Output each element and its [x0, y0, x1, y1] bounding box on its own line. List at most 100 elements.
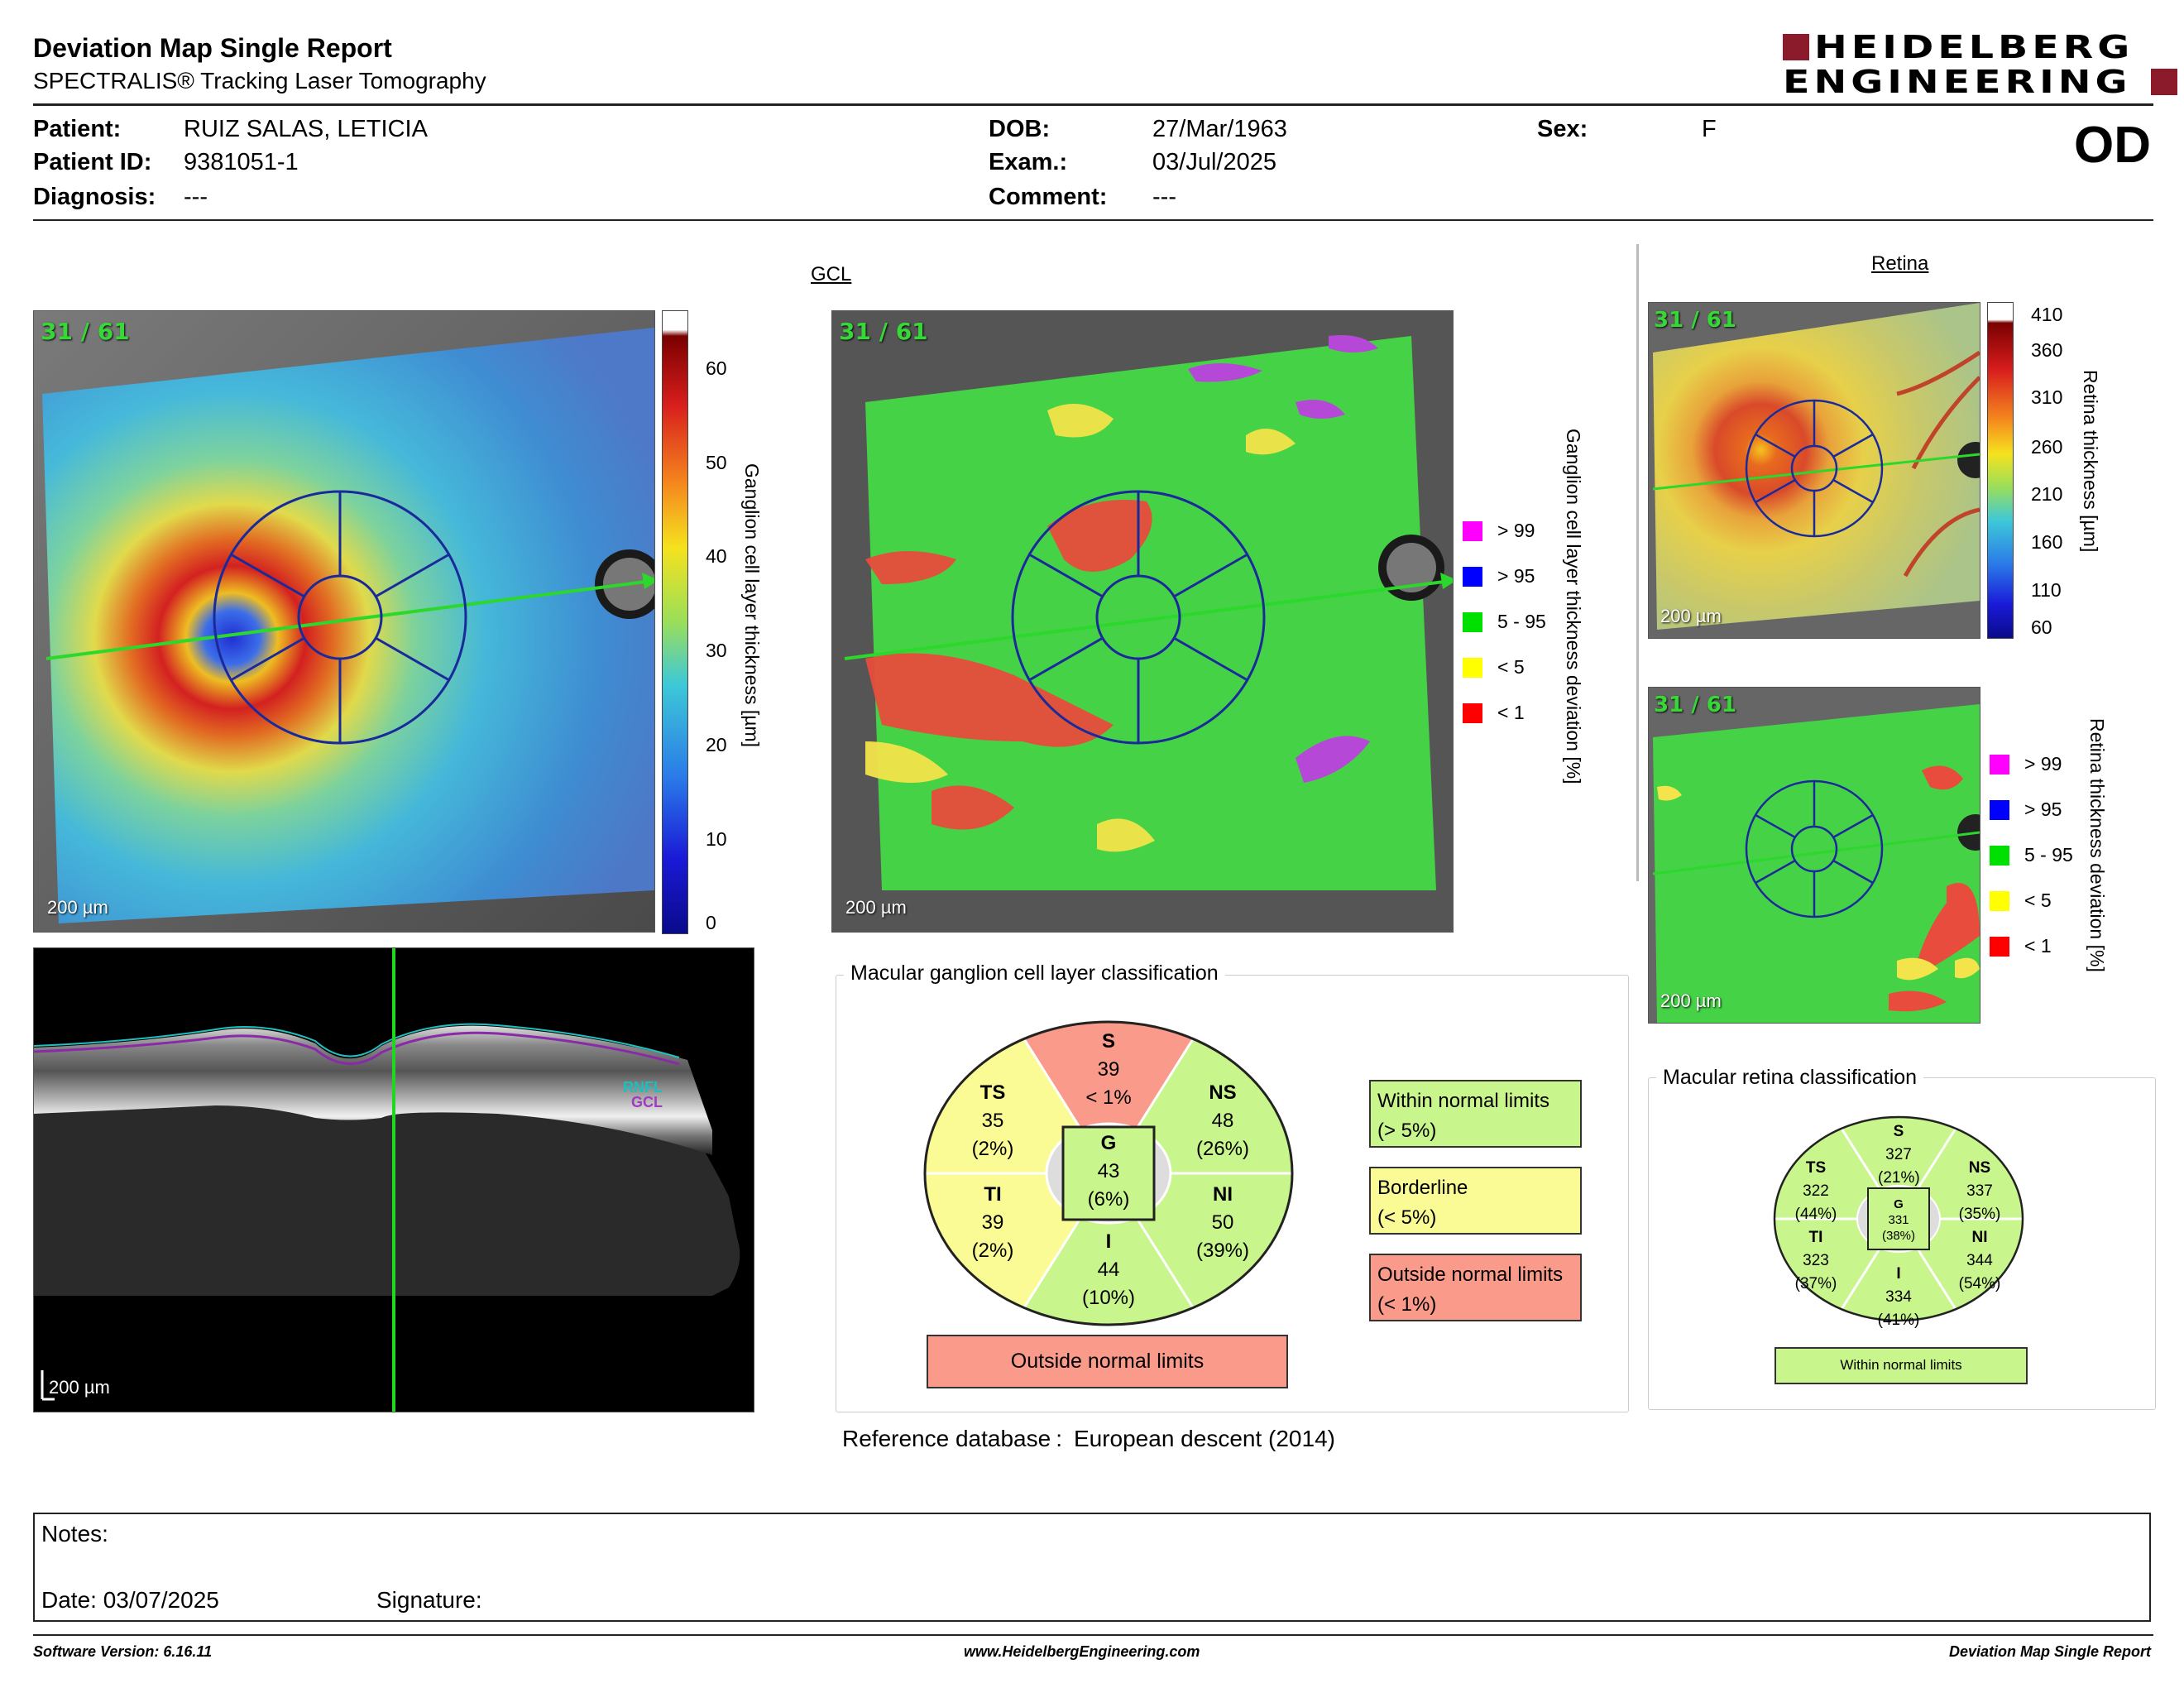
- retina-sector-chart: S 327 (21%) TS 322 (44%) NS 337 (35%) TI…: [1773, 1115, 2024, 1329]
- gcl-legend-item: > 99: [1463, 520, 1535, 542]
- key-outside-normal: Outside normal limits (< 1%): [1369, 1254, 1582, 1321]
- gcl-sector-chart: S 39 < 1% TS 35 (2%) NS 48 (26%) TI 39 (…: [922, 1019, 1295, 1331]
- retina-legend-swatch: [1990, 754, 2009, 774]
- retina-tick: 210: [2031, 483, 2063, 505]
- retina-deviation-map[interactable]: 31 / 61 200 µm: [1648, 687, 1980, 1024]
- footer-software-version: Software Version: 6.16.11: [33, 1643, 213, 1660]
- retina-sector-ns: NS 337 (35%): [1958, 1159, 2001, 1223]
- gcl-sector-ni: NI 50 (39%): [1195, 1183, 1250, 1262]
- retina-tick: 360: [2031, 339, 2063, 361]
- retina-legend-label: < 5: [2024, 890, 2052, 911]
- patient-label: Patient:: [33, 116, 122, 142]
- gcl-tick: 50: [706, 452, 727, 473]
- retina-sector-ts: TS 322 (44%): [1794, 1159, 1837, 1223]
- retina-sector-ti: TI 323 (37%): [1794, 1229, 1837, 1292]
- section-divider: [1636, 244, 1639, 881]
- comment-value: ---: [1152, 184, 1176, 210]
- notes-label: Notes:: [41, 1521, 108, 1547]
- sex-value: F: [1702, 116, 1717, 142]
- signature-label: Signature:: [376, 1587, 482, 1613]
- heidelberg-logo: HEIDELBERG ENGINEERING: [1783, 31, 2178, 98]
- retina-legend-swatch: [1990, 845, 2009, 866]
- gcl-thickness-colorbar: [662, 310, 688, 934]
- gcl-legend-label: < 5: [1497, 656, 1525, 678]
- gcl-scan-label: 31 / 61: [41, 318, 130, 345]
- gcl-tick: 40: [706, 545, 727, 567]
- gcl-legend-label: > 99: [1497, 520, 1535, 541]
- footer-divider: [33, 1634, 2153, 1636]
- footer-website[interactable]: www.HeidelbergEngineering.com: [964, 1643, 1200, 1660]
- gcl-thickness-axis-label: Ganglion cell layer thickness [µm]: [741, 463, 763, 748]
- patient-divider: [33, 219, 2153, 221]
- gcl-sector-ti: TI 39 (2%): [971, 1183, 1014, 1262]
- exam-label: Exam.:: [989, 149, 1068, 175]
- retina-legend-item: > 99: [1990, 753, 2062, 775]
- footer-report-name: Deviation Map Single Report: [1948, 1643, 2151, 1660]
- gcl-legend-item: < 5: [1463, 656, 1525, 679]
- notes-box[interactable]: Notes: Date: 03/07/2025 Signature:: [33, 1513, 2151, 1622]
- gcl-layer-label: GCL: [631, 1094, 663, 1110]
- gcl-legend-item: 5 - 95: [1463, 611, 1546, 633]
- retina-classification-result: Within normal limits: [1774, 1347, 2028, 1384]
- exam-value: 03/Jul/2025: [1152, 149, 1276, 175]
- oct-bscan[interactable]: RNFL GCL 200 µm: [33, 947, 754, 1412]
- gcl-thickness-map[interactable]: 31 / 61 200 µm: [33, 310, 655, 933]
- gcl-tick: 60: [706, 357, 727, 379]
- notes-date: Date: 03/07/2025: [41, 1587, 219, 1613]
- retina-legend-item: < 5: [1990, 890, 2052, 912]
- retina-legend-label: > 99: [2024, 753, 2062, 774]
- retina-thickness-map[interactable]: 31 / 61 200 µm: [1648, 302, 1980, 639]
- gcl-sector-ns: NS 48 (26%): [1195, 1081, 1250, 1160]
- gcl-legend-swatch: [1463, 611, 1482, 632]
- retina-tick: 260: [2031, 436, 2063, 458]
- retina-thickness-axis-label: Retina thickness [µm]: [2080, 370, 2101, 553]
- retina-tick: 60: [2031, 616, 2052, 638]
- retina-thickness-colorbar: [1987, 302, 2014, 639]
- gcl-deviation-scan-label: 31 / 61: [839, 318, 928, 345]
- gcl-tick: 10: [706, 828, 727, 850]
- gcl-legend-label: 5 - 95: [1497, 611, 1546, 632]
- gcl-tick: 20: [706, 734, 727, 755]
- report-title: Deviation Map Single Report: [33, 33, 392, 63]
- retina-sector-s: S 327 (21%): [1878, 1123, 1920, 1187]
- gcl-legend-swatch: [1463, 566, 1482, 587]
- retina-sector-g: G 331 (38%): [1881, 1197, 1915, 1243]
- gcl-scale-label: 200 µm: [47, 897, 108, 918]
- retina-legend-swatch: [1990, 799, 2009, 820]
- reference-database: Reference database: European descent (201…: [842, 1426, 1335, 1451]
- gcl-tick: 30: [706, 640, 727, 661]
- gcl-classification-title: Macular ganglion cell layer classificati…: [844, 961, 1225, 985]
- retina-legend-label: 5 - 95: [2024, 844, 2073, 866]
- retina-legend-label: > 95: [2024, 798, 2062, 820]
- retina-legend-swatch: [1990, 890, 2009, 911]
- gcl-sector-i: I 44 (10%): [1081, 1230, 1136, 1309]
- retina-legend-item: 5 - 95: [1990, 844, 2073, 866]
- patient-id-label: Patient ID:: [33, 149, 152, 175]
- retina-deviation-scale-label: 200 µm: [1660, 990, 1722, 1011]
- patient-name: RUIZ SALAS, LETICIA: [184, 116, 428, 142]
- gcl-legend-swatch: [1463, 703, 1482, 723]
- comment-label: Comment:: [989, 184, 1108, 210]
- retina-tick: 310: [2031, 386, 2063, 408]
- retina-tick: 110: [2031, 579, 2062, 601]
- retina-tick: 410: [2031, 304, 2063, 325]
- gcl-deviation-axis-label: Ganglion cell layer thickness deviation …: [1563, 429, 1584, 784]
- retina-legend-item: < 1: [1990, 935, 2052, 957]
- retina-legend-item: > 95: [1990, 798, 2062, 821]
- retina-scale-label: 200 µm: [1660, 606, 1722, 626]
- bscan-scale-label: 200 µm: [49, 1377, 110, 1398]
- rnfl-label: RNFL: [623, 1079, 663, 1096]
- gcl-sector-g: G 43 (6%): [1087, 1132, 1130, 1211]
- retina-scan-label: 31 / 61: [1654, 308, 1736, 333]
- retina-section-title: Retina: [1871, 252, 1929, 275]
- gcl-classification-panel: [836, 975, 1629, 1412]
- gcl-legend-label: > 95: [1497, 565, 1535, 587]
- key-borderline: Borderline (< 5%): [1369, 1167, 1582, 1235]
- retina-legend-label: < 1: [2024, 935, 2052, 957]
- gcl-legend-item: < 1: [1463, 702, 1525, 724]
- gcl-classification-result: Outside normal limits: [927, 1335, 1288, 1388]
- gcl-deviation-map[interactable]: 31 / 61 200 µm: [831, 310, 1454, 933]
- gcl-section-title: GCL: [811, 263, 852, 285]
- gcl-legend-item: > 95: [1463, 565, 1535, 587]
- diagnosis-value: ---: [184, 184, 208, 210]
